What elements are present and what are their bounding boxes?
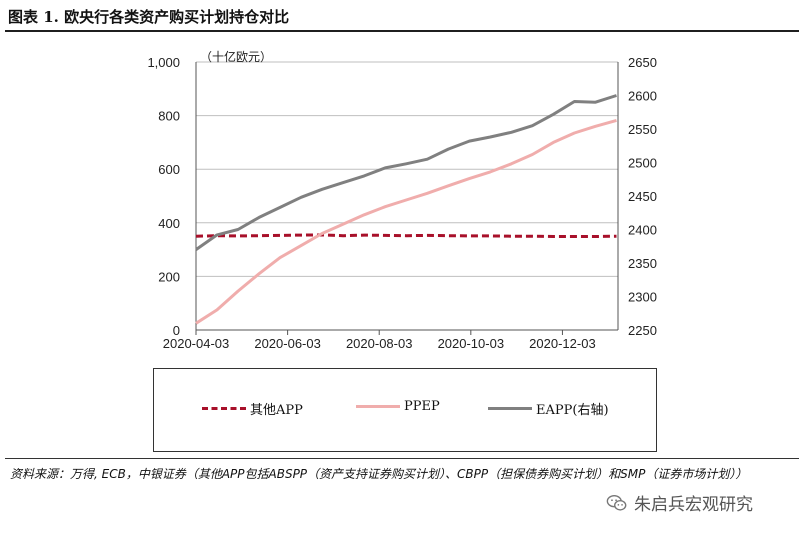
- legend-item-eapp: EAPP(右轴): [488, 399, 609, 418]
- legend-swatch-pink: [356, 405, 400, 408]
- figure-title: 图表 1. 欧央行各类资产购买计划持仓对比: [8, 8, 290, 26]
- title-divider: [5, 30, 799, 32]
- series-line-ppep: [195, 118, 617, 325]
- legend-swatch-dashed: [202, 407, 246, 410]
- legend-label: EAPP(右轴): [536, 403, 609, 418]
- x-tick-label: 2020-06-03: [254, 336, 321, 351]
- y-tick-right: 2350: [628, 256, 657, 271]
- series-line-eapp: [195, 94, 617, 251]
- legend-label: 其他APP: [250, 403, 303, 418]
- legend-item-ppep: PPEP: [356, 399, 440, 414]
- y-tick-left: 1,000: [147, 55, 180, 70]
- y-tick-left: 600: [158, 162, 180, 177]
- x-tick-label: 2020-12-03: [529, 336, 596, 351]
- series-line-app: [195, 233, 617, 238]
- y-tick-right: 2450: [628, 189, 657, 204]
- y-tick-right: 2250: [628, 323, 657, 338]
- y-tick-right: 2600: [628, 89, 657, 104]
- watermark: 朱启兵宏观研究: [606, 490, 753, 515]
- x-tick-label: 2020-08-03: [346, 336, 413, 351]
- legend-label: PPEP: [404, 399, 440, 414]
- line-chart: 0 200 400 600 800 1,000 2250 2300 2350 2400 2450 25…: [147, 49, 657, 351]
- y-tick-right: 2650: [628, 55, 657, 70]
- x-tick-label: 2020-10-03: [438, 336, 505, 351]
- y-tick-left: 0: [173, 323, 180, 338]
- x-tick-label: 2020-04-03: [163, 336, 230, 351]
- y-tick-right: 2550: [628, 122, 657, 137]
- y-tick-right: 2300: [628, 290, 657, 305]
- y-tick-right: 2500: [628, 156, 657, 171]
- y-tick-left: 800: [158, 109, 180, 124]
- footer-divider: [5, 458, 799, 459]
- source-note: 资料来源：万得, ECB，中银证券（其他APP包括ABSPP（资产支持证券购买计…: [10, 467, 748, 481]
- chart-legend: 其他APP PPEP EAPP(右轴): [153, 368, 657, 452]
- watermark-text: 朱启兵宏观研究: [634, 495, 753, 515]
- y-tick-left: 400: [158, 216, 180, 231]
- legend-swatch-gray: [488, 407, 532, 410]
- y-tick-right: 2400: [628, 223, 657, 238]
- wechat-icon: [606, 494, 627, 511]
- y-tick-left: 200: [158, 269, 180, 284]
- legend-item-other-app: 其他APP: [202, 399, 303, 418]
- unit-label: （十亿欧元）: [200, 49, 272, 64]
